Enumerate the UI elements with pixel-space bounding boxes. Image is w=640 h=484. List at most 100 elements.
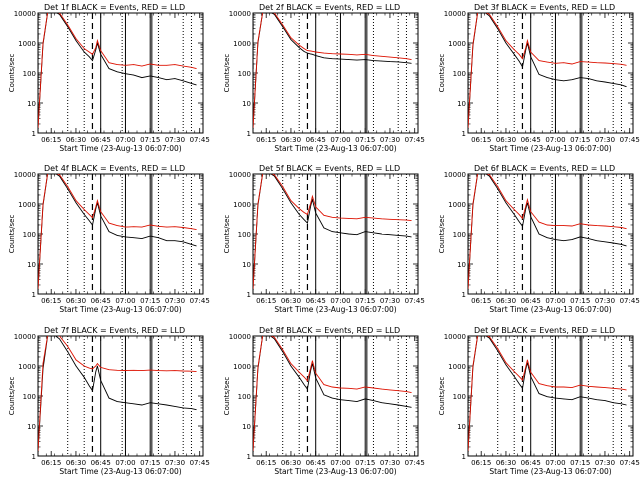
events-point: [274, 175, 275, 177]
x-tick-label: 06:15: [256, 297, 276, 305]
events-point: [149, 75, 151, 77]
events-point: [571, 79, 573, 80]
lld-point: [389, 389, 391, 391]
series-lld-line: [38, 13, 197, 128]
lld-point: [472, 203, 474, 205]
x-tick-label: 07:15: [355, 136, 375, 144]
lld-point: [579, 223, 581, 224]
lld-point: [315, 206, 317, 208]
series-lld-line: [253, 13, 412, 128]
events-point: [397, 404, 399, 406]
events-point: [307, 222, 308, 224]
lld-point: [555, 225, 556, 226]
event-lines: [468, 13, 622, 133]
lld-point: [323, 215, 325, 216]
lld-point: [83, 209, 85, 210]
y-tick-label: 10: [457, 261, 466, 269]
series-group: [253, 174, 412, 289]
lld-point: [38, 127, 39, 128]
lld-point: [356, 388, 358, 390]
lld-point: [340, 53, 341, 55]
events-point: [274, 14, 275, 15]
x-axis-label: Start Time (23-Aug-13 06:07:00): [274, 467, 396, 476]
events-point: [348, 59, 350, 60]
x-tick-label: 06:15: [256, 459, 276, 467]
events-point: [307, 388, 308, 390]
events-point: [290, 202, 292, 204]
lld-point: [522, 218, 523, 219]
lld-point: [546, 61, 548, 63]
lld-point: [340, 217, 341, 219]
event-lines: [468, 336, 622, 456]
lld-point: [108, 62, 110, 63]
lld-point: [125, 370, 126, 371]
x-tick-label: 06:30: [496, 297, 516, 305]
x-tick-label: 06:30: [281, 459, 301, 467]
lld-point: [373, 217, 374, 219]
lld-point: [505, 40, 507, 41]
events-point: [626, 245, 627, 247]
x-tick-label: 06:15: [471, 297, 491, 305]
y-axis-label: Counts/sec: [223, 377, 231, 416]
lld-point: [92, 217, 93, 218]
series-events-line: [468, 13, 627, 128]
events-point: [174, 78, 176, 79]
lld-point: [88, 214, 90, 215]
events-point: [312, 54, 313, 55]
x-tick-label: 07:45: [620, 136, 640, 144]
lld-point: [298, 44, 300, 46]
events-point: [505, 42, 507, 44]
events-point: [75, 365, 77, 367]
lld-point: [182, 227, 184, 228]
events-point: [364, 398, 366, 400]
lld-point: [257, 203, 259, 205]
lld-point: [75, 38, 77, 39]
events-point: [381, 60, 383, 62]
events-point: [588, 397, 589, 399]
lld-point: [133, 226, 134, 227]
event-lines: [38, 174, 192, 294]
lld-point: [530, 211, 531, 212]
y-tick-label: 10: [242, 261, 251, 269]
y-tick-label: 100: [453, 231, 466, 239]
lld-point: [389, 219, 391, 220]
events-point: [397, 235, 399, 236]
y-tick-label: 1000: [233, 363, 251, 371]
lld-point: [196, 371, 197, 372]
lld-point: [364, 386, 366, 388]
events-point: [95, 371, 97, 372]
panel-3: Det 3f BLACK = Events, RED = LLD 1 10 100 10…: [438, 3, 640, 153]
y-axis-label: Counts/sec: [8, 215, 16, 254]
events-point: [166, 240, 167, 241]
events-point: [323, 394, 325, 396]
lld-point: [303, 212, 305, 213]
events-point: [303, 219, 305, 220]
lld-point: [95, 47, 97, 48]
events-point: [497, 350, 499, 352]
lld-point: [158, 65, 159, 66]
lld-point: [538, 60, 540, 61]
events-point: [518, 221, 520, 222]
lld-point: [505, 362, 507, 363]
x-tick-label: 06:30: [66, 297, 86, 305]
lld-point: [42, 363, 44, 364]
lld-point: [196, 229, 197, 230]
lld-point: [133, 64, 134, 65]
lld-point: [468, 127, 469, 128]
lld-point: [397, 219, 399, 220]
lld-point: [312, 51, 313, 52]
lld-point: [522, 379, 523, 381]
lld-point: [563, 225, 564, 226]
lld-point: [525, 205, 527, 207]
events-point: [141, 238, 143, 239]
y-tick-label: 1: [32, 130, 36, 138]
lld-point: [282, 349, 284, 351]
events-point: [116, 235, 118, 236]
lld-point: [38, 288, 39, 289]
lld-point: [149, 369, 151, 371]
lld-point: [588, 224, 589, 226]
x-tick-label: 06:30: [496, 459, 516, 467]
events-point: [340, 58, 341, 60]
lld-point: [191, 67, 192, 68]
